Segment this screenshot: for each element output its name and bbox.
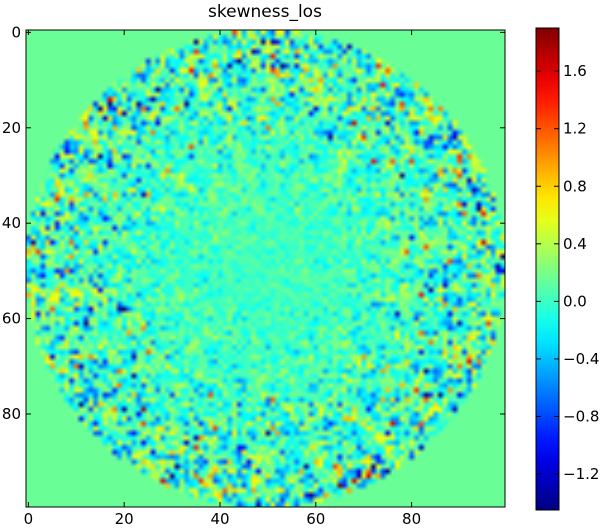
heatmap	[26, 30, 505, 507]
x-tick-label: 60	[306, 510, 325, 524]
x-tick-label: 20	[115, 510, 134, 524]
y-tick-label: 40	[2, 214, 21, 232]
colorbar-gradient	[535, 27, 560, 511]
y-tick-label: 20	[2, 119, 21, 137]
x-tick-label: 80	[402, 510, 421, 524]
chart-title: skewness_los	[208, 2, 322, 22]
colorbar-tick-label: 0.4	[563, 235, 587, 253]
colorbar-tick-label: −0.4	[563, 350, 599, 368]
colorbar-tick-label: 1.6	[563, 62, 587, 80]
colorbar-tick-label: −1.2	[563, 465, 599, 483]
colorbar: 1.6 1.2 0.8 0.4 0.0 −0.4 −0.8 −1.2	[535, 27, 599, 511]
colorbar-tick-label: −0.8	[563, 407, 599, 425]
x-tick-label: 0	[24, 510, 34, 524]
y-tick-label: 0	[11, 23, 21, 41]
colorbar-tick-label: 0.0	[563, 292, 587, 310]
heatmap-image	[26, 30, 505, 507]
y-tick-label: 80	[2, 405, 21, 423]
x-tick-label: 40	[210, 510, 229, 524]
colorbar-tick-label: 0.8	[563, 177, 587, 195]
colorbar-tick-label: 1.2	[563, 120, 587, 138]
plot-frame	[25, 29, 506, 508]
y-tick-label: 60	[2, 310, 21, 328]
